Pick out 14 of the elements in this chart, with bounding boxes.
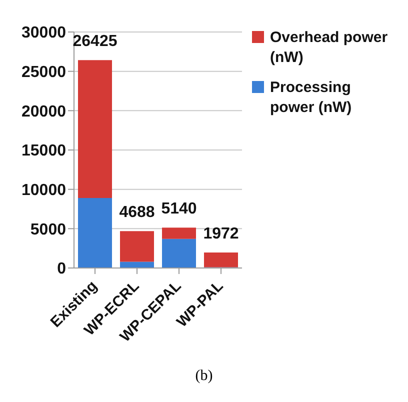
legend-label: Processing power (nW): [270, 78, 353, 118]
text: (b): [194, 368, 214, 385]
y-tick-label: 20000: [22, 103, 66, 120]
total-label: 1972: [203, 225, 239, 242]
total-label: 26425: [72, 33, 118, 50]
y-tick-label: 5000: [30, 221, 66, 238]
legend-label: Overhead power (nW): [270, 28, 389, 68]
y-tick-label: 30000: [22, 24, 66, 42]
y-tick-label: 15000: [22, 142, 66, 160]
y-tick-label: 0: [57, 260, 66, 278]
y-tick-label: 10000: [22, 182, 66, 200]
total-label: 4688: [119, 204, 155, 222]
y-tick-label: 25000: [22, 64, 66, 82]
total-label: 5140: [161, 200, 197, 218]
